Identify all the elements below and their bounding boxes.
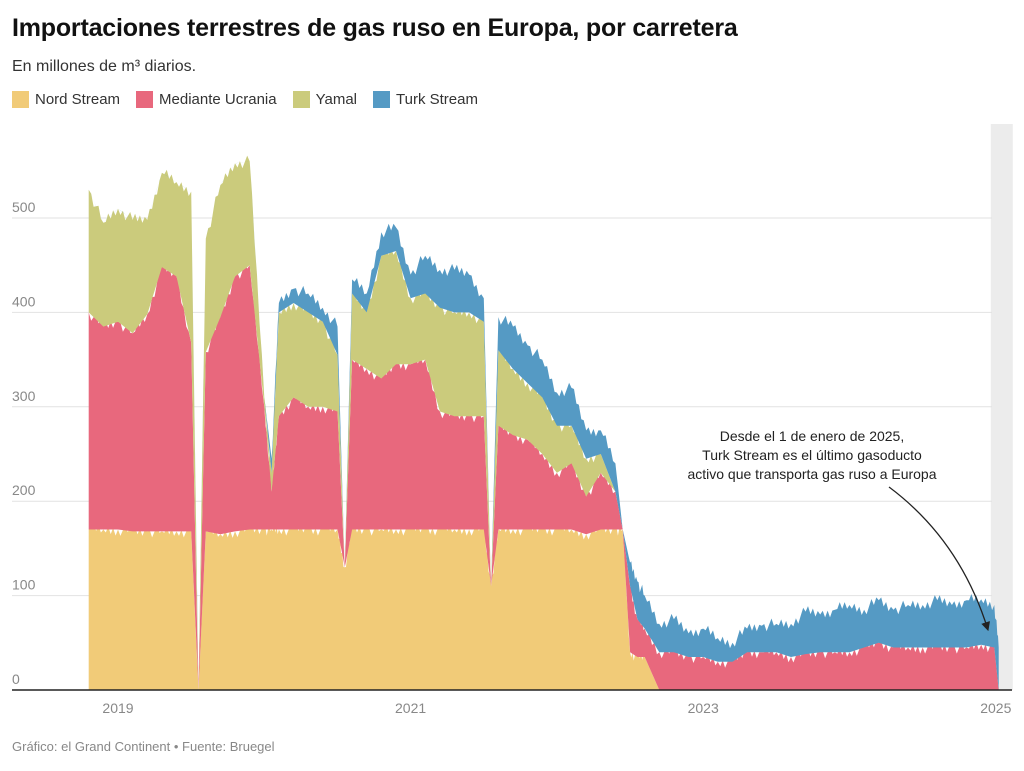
- legend-item-yamal[interactable]: Yamal: [292, 91, 357, 108]
- y-tick-label: 0: [12, 671, 20, 687]
- y-tick-label: 200: [12, 482, 36, 498]
- x-tick-label: 2019: [102, 700, 133, 716]
- legend-swatch: [12, 91, 29, 108]
- annotation-arrow: [888, 486, 990, 632]
- highlight-band: [990, 124, 1013, 690]
- chart-title: Importaciones terrestres de gas ruso en …: [12, 14, 738, 42]
- legend-item-nord-stream[interactable]: Nord Stream: [12, 91, 120, 108]
- y-tick-label: 400: [12, 293, 36, 309]
- x-tick-label: 2023: [688, 700, 719, 716]
- legend-item-ucrania[interactable]: Mediante Ucrania: [136, 91, 277, 108]
- chart-subtitle: En millones de m³ diarios.: [12, 58, 197, 75]
- legend-item-turk-stream[interactable]: Turk Stream: [373, 91, 478, 108]
- area-nord-stream: [88, 523, 999, 690]
- legend: Nord Stream Mediante Ucrania Yamal Turk …: [12, 91, 478, 108]
- annotation-text: Desde el 1 de enero de 2025,: [720, 428, 904, 444]
- area-yamal: [88, 155, 999, 691]
- legend-label: Nord Stream: [35, 91, 121, 108]
- chart-footer: Gráfico: el Grand Continent • Fuente: Br…: [12, 739, 275, 754]
- legend-label: Yamal: [315, 91, 357, 108]
- legend-swatch: [292, 91, 310, 108]
- y-tick-label: 500: [12, 199, 36, 215]
- area-mediante-ucrania: [88, 262, 999, 690]
- annotation-text: Turk Stream es el último gasoducto: [702, 447, 922, 463]
- legend-label: Mediante Ucrania: [159, 91, 277, 108]
- y-tick-label: 300: [12, 388, 36, 404]
- x-tick-label: 2021: [395, 700, 426, 716]
- annotation-text: activo que transporta gas ruso a Europa: [687, 466, 936, 482]
- legend-swatch: [136, 91, 154, 108]
- x-tick-label: 2025: [980, 700, 1011, 716]
- area-turk-stream: [88, 161, 999, 690]
- legend-label: Turk Stream: [396, 91, 478, 108]
- y-tick-label: 100: [12, 577, 36, 593]
- legend-swatch: [373, 91, 390, 108]
